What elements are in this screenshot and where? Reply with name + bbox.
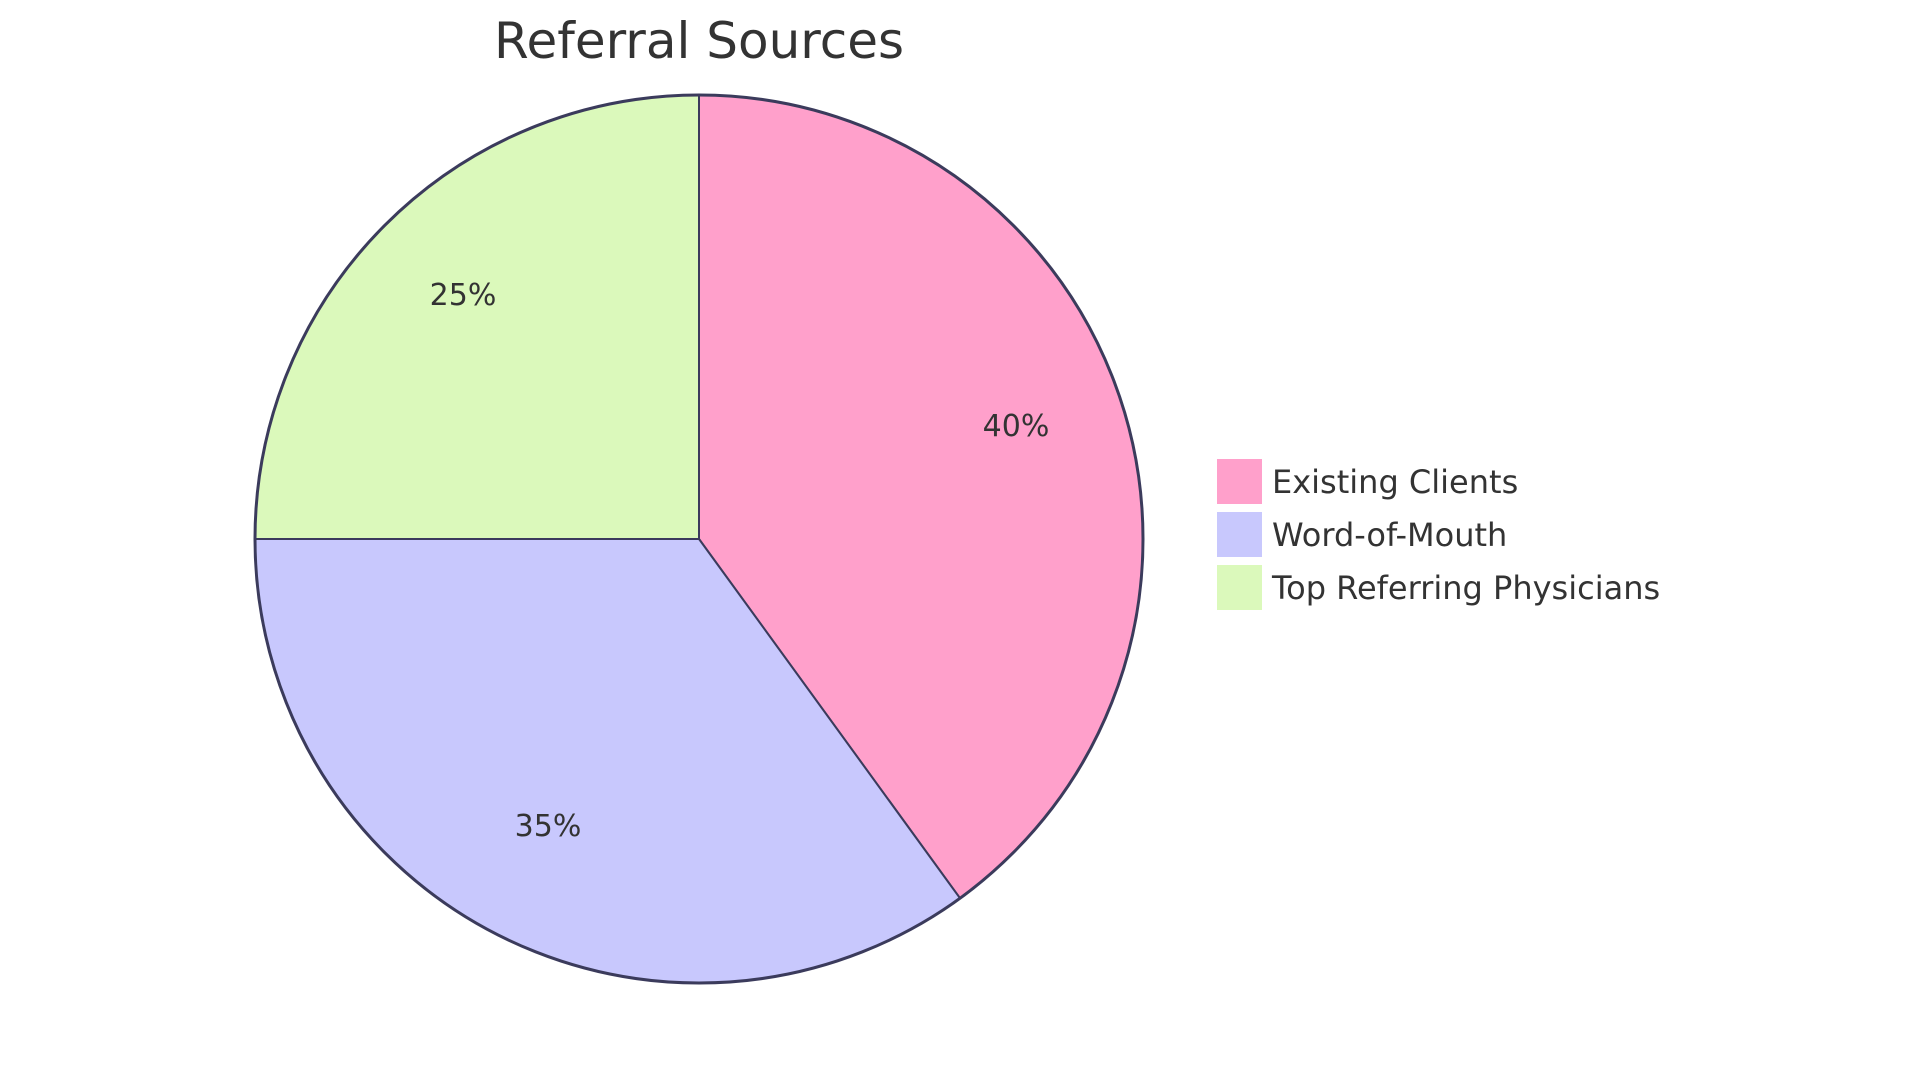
legend-item-word-of-mouth: Word-of-Mouth xyxy=(1217,512,1507,557)
legend-item-existing-clients: Existing Clients xyxy=(1217,459,1518,504)
legend-item-top-referring-physicians: Top Referring Physicians xyxy=(1217,565,1660,610)
chart-title: Referral Sources xyxy=(494,12,904,70)
legend-swatch xyxy=(1217,565,1262,610)
legend: Existing Clients Word-of-Mouth Top Refer… xyxy=(1217,459,1660,610)
legend-swatch xyxy=(1217,512,1262,557)
pie-outline xyxy=(253,93,1145,985)
pie-slice-top-referring-physicians xyxy=(253,93,700,540)
slice-label-top-referring-physicians: 25% xyxy=(430,278,497,313)
legend-label: Word-of-Mouth xyxy=(1272,516,1507,554)
legend-swatch xyxy=(1217,459,1262,504)
slice-label-word-of-mouth: 35% xyxy=(515,809,582,844)
legend-label: Top Referring Physicians xyxy=(1271,569,1660,607)
slice-label-existing-clients: 40% xyxy=(983,409,1050,444)
legend-label: Existing Clients xyxy=(1272,463,1518,501)
pie-slices xyxy=(253,93,1145,985)
